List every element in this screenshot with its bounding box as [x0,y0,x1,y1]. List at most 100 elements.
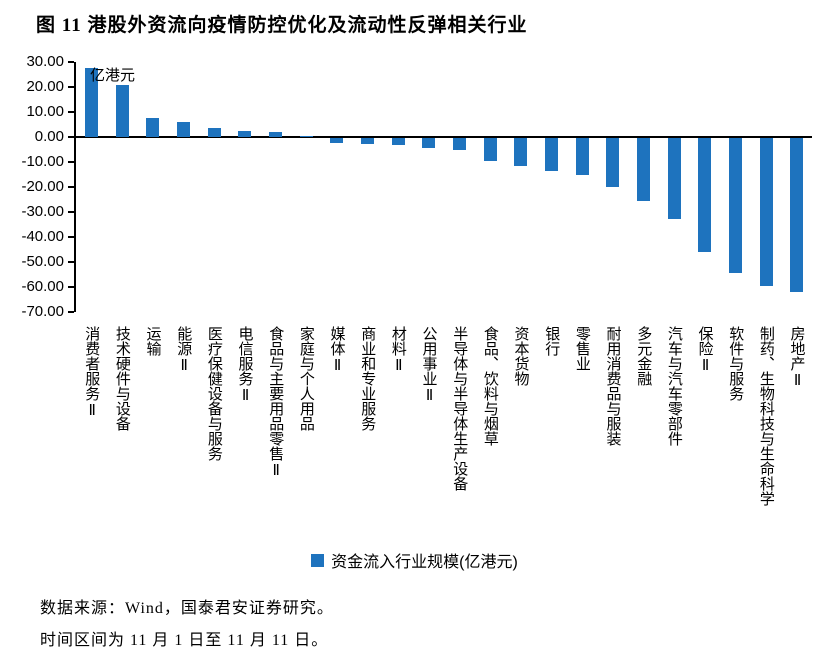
bar [115,84,129,137]
bar [84,68,98,137]
x-category-label-text: 房地产Ⅱ [788,326,806,389]
x-category-label-text: 消费者服务Ⅱ [83,326,101,419]
y-axis-tick [68,61,74,63]
x-category-label: 电信服务Ⅱ [229,326,260,550]
y-axis-tick [68,311,74,313]
legend-label: 资金流入行业规模(亿港元) [331,554,518,571]
bar [330,138,344,143]
x-category-label-text: 制药、生物科技与生命科学 [757,326,775,506]
y-tick-label: -10.00 [21,153,64,170]
y-tick-label: -70.00 [21,303,64,320]
x-category-label-text: 半导体与半导体生产设备 [451,326,469,491]
legend: 资金流入行业规模(亿港元) [0,548,829,572]
x-category-label: 资本货物 [505,326,536,550]
x-category-label-text: 资本货物 [512,326,530,386]
x-category-label-text: 多元金融 [635,326,653,386]
x-category-label-text: 医疗保健设备与服务 [205,326,223,461]
x-category-label: 银行 [536,326,567,550]
x-category-label: 汽车与汽车零部件 [659,326,690,550]
bar [575,138,589,175]
time-range-note: 时间区间为 11 月 1 日至 11 月 11 日。 [40,632,329,649]
x-category-label: 公用事业Ⅱ [413,326,444,550]
x-category-label-text: 食品与主要用品零售Ⅱ [267,326,285,479]
x-category-label-text: 耐用消费品与服装 [604,326,622,446]
x-category-label: 制药、生物科技与生命科学 [751,326,782,550]
x-category-label: 软件与服务 [720,326,751,550]
y-axis-tick [68,236,74,238]
y-tick-label: -20.00 [21,178,64,195]
x-category-label-text: 材料Ⅱ [389,326,407,374]
x-category-label-text: 家庭与个人用品 [297,326,315,431]
bar [483,138,497,161]
x-category-label: 技术硬件与设备 [107,326,138,550]
bar [268,132,282,137]
y-axis-tick [68,211,74,213]
bar [360,138,374,144]
bar [299,136,313,137]
bar [422,138,436,148]
x-category-label-text: 保险Ⅱ [696,326,714,374]
y-axis-tick [68,286,74,288]
bar [146,118,160,137]
y-axis-tick [68,111,74,113]
bar [176,122,190,137]
x-category-label-text: 软件与服务 [727,326,745,401]
y-tick-label: -50.00 [21,253,64,270]
bar [636,138,650,201]
x-category-label-text: 技术硬件与设备 [113,326,131,431]
x-category-label: 半导体与半导体生产设备 [444,326,475,550]
bar [759,138,773,286]
bar [790,138,804,292]
x-category-label: 保险Ⅱ [689,326,720,550]
x-category-label: 运输 [137,326,168,550]
bar [544,138,558,171]
y-axis-tick [68,86,74,88]
bar [514,138,528,166]
x-category-label: 媒体Ⅱ [321,326,352,550]
bar [207,128,221,137]
y-axis-tick [68,186,74,188]
y-axis-unit-label: 亿港元 [90,67,136,84]
y-tick-label: 0.00 [34,128,64,145]
x-category-label-text: 公用事业Ⅱ [420,326,438,404]
y-tick-label: -60.00 [21,278,64,295]
y-tick-label: -40.00 [21,228,64,245]
x-category-label: 能源Ⅱ [168,326,199,550]
x-category-label: 商业和专业服务 [352,326,383,550]
y-axis-tick [68,136,74,138]
y-axis-tick [68,261,74,263]
x-category-label-text: 媒体Ⅱ [328,326,346,374]
y-tick-label: 30.00 [26,53,64,70]
legend-swatch-icon [311,553,325,567]
x-category-label-text: 零售业 [573,326,591,371]
zero-axis-line [74,136,812,138]
x-category-label: 医疗保健设备与服务 [199,326,230,550]
x-category-label-text: 电信服务Ⅱ [236,326,254,404]
x-category-label: 材料Ⅱ [383,326,414,550]
y-tick-label: 20.00 [26,78,64,95]
bar [238,130,252,137]
y-axis-line [74,62,76,312]
x-category-label: 耐用消费品与服装 [597,326,628,550]
y-tick-label: 10.00 [26,103,64,120]
x-category-label-text: 能源Ⅱ [175,326,193,374]
x-category-label: 多元金融 [628,326,659,550]
x-category-label-text: 运输 [144,326,162,356]
bar [606,138,620,187]
chart-title: 图 11 港股外资流向疫情防控优化及流动性反弹相关行业 [36,15,528,36]
x-category-label: 食品、饮料与烟草 [475,326,506,550]
x-category-label: 房地产Ⅱ [781,326,812,550]
x-category-label-text: 银行 [543,326,561,356]
bar [728,138,742,273]
source-note: 数据来源：Wind，国泰君安证券研究。 [40,600,334,617]
y-axis-tick [68,161,74,163]
x-category-label: 家庭与个人用品 [291,326,322,550]
x-category-label-text: 汽车与汽车零部件 [665,326,683,446]
x-category-label-text: 商业和专业服务 [359,326,377,431]
x-category-label: 零售业 [567,326,598,550]
bar [452,138,466,150]
bar [667,138,681,220]
x-category-label-text: 食品、饮料与烟草 [481,326,499,446]
y-tick-label: -30.00 [21,203,64,220]
